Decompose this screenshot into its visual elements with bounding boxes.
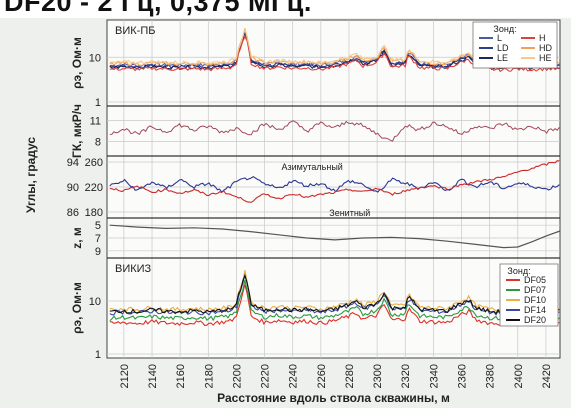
x-tick-label: 2280 <box>344 364 356 388</box>
y-tick-label: 9 <box>95 246 101 258</box>
x-tick-label: 2120 <box>119 364 131 388</box>
y-axis-title: ГК, мкР/ч <box>70 104 84 158</box>
series-line-gk <box>109 120 560 142</box>
legend-label-ld: LD <box>497 43 509 53</box>
legend-label-l: L <box>497 33 502 43</box>
legend-box <box>499 263 559 327</box>
x-tick-label: 2240 <box>288 364 300 388</box>
x-tick-label: 2260 <box>316 364 328 388</box>
y-axis-title: z, м <box>70 227 84 249</box>
x-tick-label: 2420 <box>541 364 553 388</box>
y-tick-label: 8 <box>95 137 101 149</box>
x-tick-label: 2320 <box>400 364 412 388</box>
legend-label-he: HE <box>539 53 552 63</box>
header-text: DF20 - 2 Гц, 0,375 МГц. <box>4 0 312 17</box>
y-tick-label: 11 <box>90 116 101 128</box>
x-tick-label: 2220 <box>260 364 272 388</box>
x-tick-label: 2400 <box>513 364 525 388</box>
series-line-azimuth <box>109 176 560 194</box>
series-line-df05 <box>109 284 560 327</box>
y-axis-title: ρэ, Ом·м <box>70 37 84 89</box>
x-tick-label: 2360 <box>457 364 469 388</box>
x-tick-label: 2160 <box>175 364 187 388</box>
x-tick-label: 2140 <box>147 364 159 388</box>
header-strip: DF20 - 2 Гц, 0,375 МГц. <box>0 0 571 18</box>
y-tick-label: 10 <box>89 52 101 64</box>
y-axis-title: Углы, градус <box>24 137 38 213</box>
series-label-zenith: Зенитный <box>329 208 370 218</box>
x-tick-label: 2340 <box>428 364 440 388</box>
panel-title: ВИК-ПБ <box>115 25 155 37</box>
chart-svg: 2120 2140 2160 2180 2200 2220 2240 2260 2280 2300… <box>24 19 561 405</box>
panel-title: ВИКИЗ <box>115 263 152 275</box>
legend-label-df20: DF20 <box>524 315 546 325</box>
y-tick-label: 10 <box>89 296 101 308</box>
x-tick-label: 2300 <box>372 364 384 388</box>
series-line-z <box>109 224 561 249</box>
legend-label-df05: DF05 <box>524 275 546 285</box>
series-label-azimuth: Азимутальный <box>281 162 342 172</box>
chart-figure: 2120 2140 2160 2180 2200 2220 2240 2260 2280 2300… <box>0 18 571 408</box>
legend-label-df07: DF07 <box>524 285 546 295</box>
y-tick-label: 7 <box>95 233 101 245</box>
series-line-zenith <box>109 160 560 203</box>
series-line-df20 <box>109 273 560 315</box>
y-tick-label: 1 <box>95 97 101 109</box>
y-tick-label-azimuth: 260 <box>85 157 103 169</box>
x-tick-label: 2380 <box>485 364 497 388</box>
legend-label-df14: DF14 <box>524 305 546 315</box>
y-tick-label-zenith: 86 <box>67 207 79 219</box>
legend-title: Зонд: <box>493 24 516 34</box>
y-axis-title: ρэ, Ом·м <box>70 282 84 334</box>
legend-title: Зонд: <box>507 266 530 276</box>
y-tick-label-zenith: 94 <box>67 157 79 169</box>
y-tick-label-azimuth: 220 <box>85 182 103 194</box>
x-tick-label: 2200 <box>231 364 243 388</box>
x-axis-title: Расстояние вдоль ствола скважины, м <box>217 391 450 405</box>
series-line-df07 <box>109 279 560 322</box>
legend-label-hd: HD <box>539 43 552 53</box>
y-tick-label-azimuth: 180 <box>85 207 103 219</box>
y-tick-label: 5 <box>95 220 101 232</box>
legend-label-df10: DF10 <box>524 295 546 305</box>
series-line-df10 <box>109 270 560 313</box>
legend-label-le: LE <box>497 53 508 63</box>
y-tick-label: 1 <box>95 349 101 361</box>
y-tick-label-zenith: 90 <box>67 182 79 194</box>
legend-label-h: H <box>539 33 546 43</box>
x-tick-label: 2180 <box>203 364 215 388</box>
legend-box <box>472 21 558 69</box>
